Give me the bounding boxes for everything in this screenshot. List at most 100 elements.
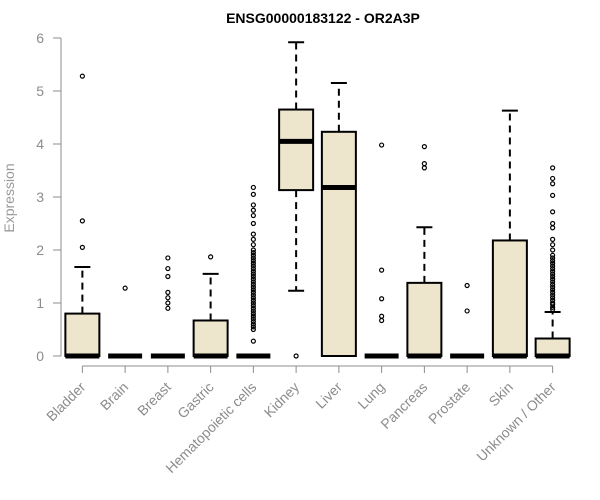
outlier-point <box>464 308 470 314</box>
outlier-point <box>550 209 556 215</box>
outlier-point <box>550 306 556 312</box>
outlier-point <box>165 255 171 261</box>
outlier-point <box>250 338 256 344</box>
outlier-point <box>250 191 256 197</box>
x-tick-label: Prostate <box>425 379 473 427</box>
outlier-point <box>550 258 556 264</box>
y-tick-label: 2 <box>36 242 44 258</box>
outlier-point <box>250 318 256 325</box>
outlier-point <box>250 184 256 191</box>
outlier-point <box>250 255 256 261</box>
outlier-point <box>464 282 470 289</box>
outlier-point <box>250 297 256 303</box>
outlier-point <box>79 218 85 224</box>
box <box>534 337 571 358</box>
outlier-point <box>250 268 256 274</box>
outlier-point <box>250 289 256 295</box>
outlier-point <box>250 265 256 272</box>
box-group <box>108 285 143 359</box>
y-tick-label: 5 <box>36 83 44 99</box>
y-tick-label: 6 <box>36 30 44 46</box>
outlier-point <box>250 311 256 317</box>
outlier-point <box>250 263 256 269</box>
outlier-point <box>550 276 556 282</box>
box-group <box>192 254 229 359</box>
y-tick-label: 0 <box>36 348 44 364</box>
box <box>406 281 443 357</box>
outlier-point <box>550 220 556 227</box>
outlier-point <box>165 300 171 306</box>
outlier-point <box>379 267 385 273</box>
outlier-point <box>250 247 256 253</box>
box-group <box>364 142 399 359</box>
outlier-point <box>250 258 256 264</box>
box-group <box>450 282 485 359</box>
box <box>278 108 315 192</box>
outlier-point <box>165 273 171 280</box>
outlier-point <box>250 284 256 290</box>
outlier-point <box>250 260 256 266</box>
outlier-point <box>250 250 256 256</box>
outlier-point <box>550 268 556 274</box>
outlier-point <box>550 273 556 280</box>
box-group <box>491 109 528 359</box>
y-tick-label: 1 <box>36 295 44 311</box>
outlier-point <box>250 300 256 306</box>
outlier-point <box>165 289 171 295</box>
outlier-point <box>550 247 556 253</box>
outlier-point <box>250 279 256 285</box>
outlier-point <box>250 231 256 237</box>
outlier-point <box>250 276 256 282</box>
outlier-point <box>379 142 385 148</box>
outlier-point <box>550 175 556 182</box>
outlier-point <box>550 252 556 258</box>
outlier-point <box>421 144 427 150</box>
outlier-point <box>550 279 556 285</box>
outlier-point <box>250 292 256 298</box>
box <box>491 239 528 358</box>
outlier-point <box>250 324 256 330</box>
y-tick-label: 4 <box>36 136 44 152</box>
outlier-point <box>79 73 85 79</box>
outlier-point <box>550 260 556 266</box>
x-tick-label: Liver <box>312 379 345 412</box>
outlier-point <box>250 220 256 227</box>
outlier-point <box>550 289 556 295</box>
x-tick-label: Skin <box>485 379 516 410</box>
outlier-point <box>550 284 556 290</box>
outlier-point <box>165 295 171 301</box>
outlier-point <box>250 287 256 293</box>
outlier-point <box>550 281 556 288</box>
x-tick-label: Kidney <box>261 379 303 421</box>
outlier-point <box>250 303 256 309</box>
outlier-point <box>550 295 556 301</box>
outlier-point <box>250 326 256 333</box>
chart-title: ENSG00000183122 - OR2A3P <box>226 10 420 26</box>
box <box>320 130 357 357</box>
outlier-point <box>550 263 556 269</box>
outlier-point <box>550 165 556 171</box>
outlier-point <box>421 161 427 167</box>
box-group <box>534 165 571 359</box>
y-axis: 0 1 2 3 4 5 6 <box>36 30 62 364</box>
x-tick-label: Brain <box>97 379 131 413</box>
box-group <box>236 184 271 359</box>
outlier-point <box>421 165 427 171</box>
outlier-point <box>550 181 556 187</box>
outlier-point <box>250 212 256 219</box>
box <box>64 312 101 358</box>
outlier-point <box>250 236 256 242</box>
outlier-point <box>79 244 85 250</box>
outlier-point <box>293 353 299 359</box>
outlier-point <box>165 305 171 311</box>
y-axis-label: Expression <box>1 163 17 232</box>
outlier-point <box>165 265 171 272</box>
outlier-point <box>250 313 256 319</box>
outlier-point <box>550 242 556 248</box>
outlier-point <box>250 207 256 213</box>
outlier-point <box>250 308 256 314</box>
outlier-point <box>550 297 556 303</box>
